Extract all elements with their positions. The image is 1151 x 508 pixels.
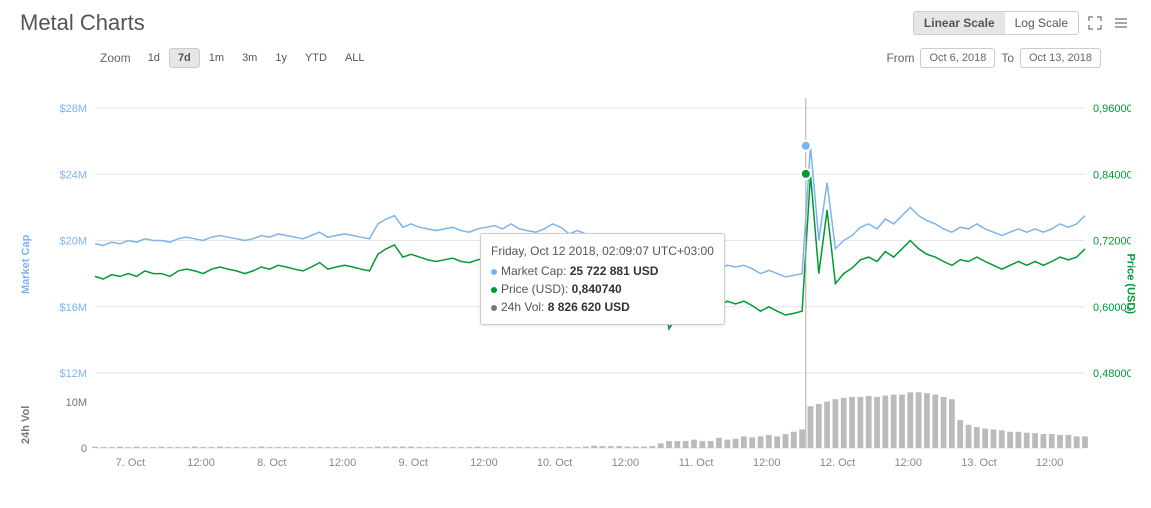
to-label: To — [1001, 51, 1014, 65]
svg-text:0: 0 — [81, 443, 87, 455]
svg-text:12:00: 12:00 — [470, 457, 498, 469]
chart-tooltip: Friday, Oct 12 2018, 02:09:07 UTC+03:00 … — [480, 233, 725, 325]
svg-text:9. Oct: 9. Oct — [399, 457, 428, 469]
svg-text:0,600000: 0,600000 — [1093, 302, 1131, 314]
svg-text:7. Oct: 7. Oct — [116, 457, 145, 469]
zoom-1y-button[interactable]: 1y — [266, 48, 296, 68]
menu-icon[interactable] — [1111, 13, 1131, 33]
tooltip-date: Friday, Oct 12 2018, 02:09:07 UTC+03:00 — [491, 242, 714, 260]
zoom-label: Zoom — [100, 51, 131, 65]
svg-text:12. Oct: 12. Oct — [820, 457, 855, 469]
svg-text:$24M: $24M — [59, 169, 87, 181]
svg-text:$16M: $16M — [59, 302, 87, 314]
chart-area[interactable]: Market Cap 24h Vol Price (USD) $12M0,480… — [20, 78, 1131, 478]
svg-text:$12M: $12M — [59, 368, 87, 380]
svg-text:10. Oct: 10. Oct — [537, 457, 572, 469]
zoom-all-button[interactable]: ALL — [336, 48, 374, 68]
zoom-1d-button[interactable]: 1d — [139, 48, 169, 68]
zoom-ytd-button[interactable]: YTD — [296, 48, 336, 68]
svg-text:12:00: 12:00 — [187, 457, 215, 469]
svg-text:$28M: $28M — [59, 103, 87, 115]
page-title: Metal Charts — [20, 10, 145, 36]
svg-text:12:00: 12:00 — [1036, 457, 1064, 469]
scale-toggle: Linear Scale Log Scale — [913, 11, 1079, 35]
fullscreen-icon[interactable] — [1085, 13, 1105, 33]
zoom-controls: Zoom 1d7d1m3m1yYTDALL — [100, 48, 374, 68]
date-range: From Oct 6, 2018 To Oct 13, 2018 — [886, 48, 1101, 68]
svg-text:$20M: $20M — [59, 236, 87, 248]
svg-text:10M: 10M — [66, 397, 87, 409]
linear-scale-button[interactable]: Linear Scale — [914, 12, 1005, 34]
svg-text:8. Oct: 8. Oct — [257, 457, 286, 469]
from-label: From — [886, 51, 914, 65]
svg-text:0,480000: 0,480000 — [1093, 368, 1131, 380]
to-date-input[interactable]: Oct 13, 2018 — [1020, 48, 1101, 68]
svg-text:0,840000: 0,840000 — [1093, 169, 1131, 181]
svg-text:12:00: 12:00 — [753, 457, 781, 469]
zoom-1m-button[interactable]: 1m — [200, 48, 233, 68]
svg-text:11. Oct: 11. Oct — [679, 457, 714, 469]
svg-text:12:00: 12:00 — [894, 457, 922, 469]
svg-text:0,960000: 0,960000 — [1093, 103, 1131, 115]
svg-text:13. Oct: 13. Oct — [961, 457, 996, 469]
from-date-input[interactable]: Oct 6, 2018 — [920, 48, 995, 68]
zoom-3m-button[interactable]: 3m — [233, 48, 266, 68]
svg-text:0,720000: 0,720000 — [1093, 236, 1131, 248]
svg-text:12:00: 12:00 — [329, 457, 357, 469]
svg-text:12:00: 12:00 — [612, 457, 640, 469]
log-scale-button[interactable]: Log Scale — [1005, 12, 1078, 34]
zoom-7d-button[interactable]: 7d — [169, 48, 200, 68]
